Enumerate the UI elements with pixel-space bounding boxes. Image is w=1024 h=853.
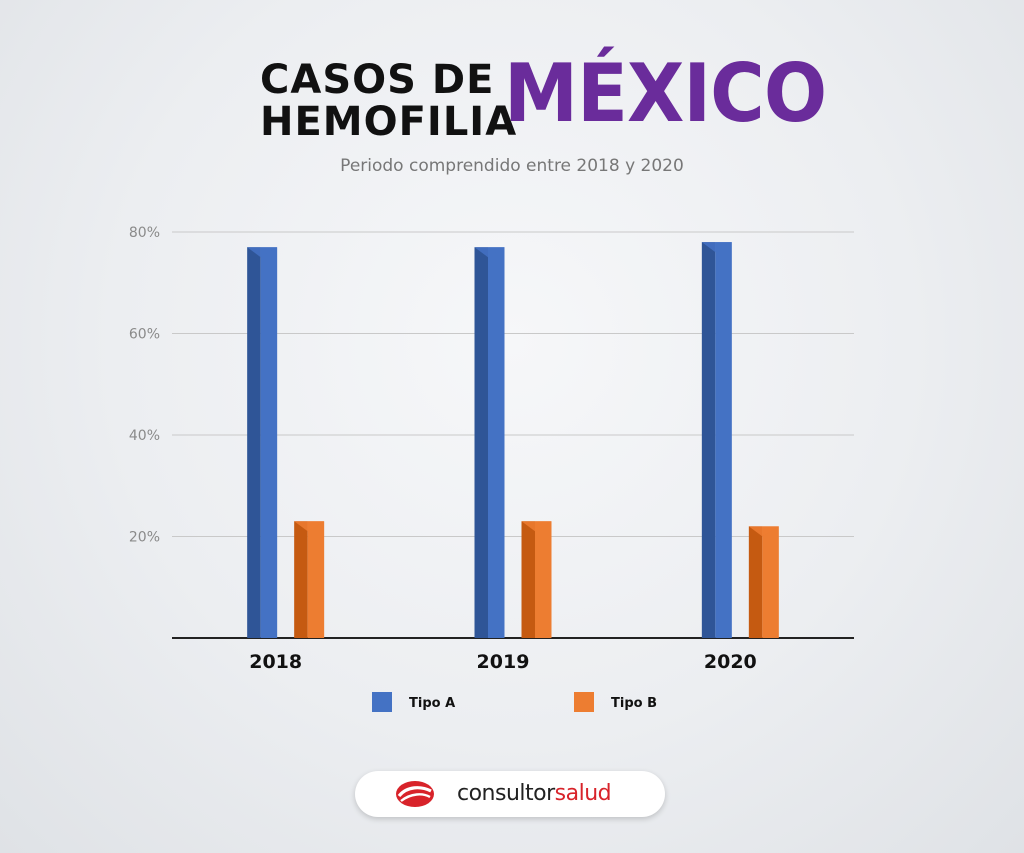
y-tick-label-60: 60%	[129, 327, 160, 343]
bar-tipo-b-2019	[521, 521, 552, 638]
title-line-1: CASOS DE	[260, 57, 495, 103]
bar-tipo-b-2018	[294, 521, 325, 638]
legend-swatch-tipo-b	[574, 692, 594, 712]
title-country: MÉXICO	[504, 47, 827, 140]
y-tick-label-80: 80%	[129, 225, 160, 241]
bar-tipo-a-2020	[701, 242, 732, 638]
consultorsalud-logo-icon	[396, 781, 434, 807]
bar-chart: 20% 40% 60% 80% 2018 2019 2020 Tipo A Tipo B	[129, 225, 854, 712]
y-tick-label-20: 20%	[129, 530, 160, 546]
legend-label-tipo-a: Tipo A	[409, 696, 455, 711]
y-tick-label-40: 40%	[129, 428, 160, 444]
bar-tipo-a-2018	[247, 247, 278, 638]
bar-tipo-b-2020	[748, 526, 779, 638]
bar-tipo-a-2019	[474, 247, 505, 638]
brand-name: consultorsalud	[457, 781, 612, 807]
legend-label-tipo-b: Tipo B	[611, 696, 657, 711]
chart-subtitle: Periodo comprendido entre 2018 y 2020	[340, 156, 684, 176]
legend-swatch-tipo-a	[372, 692, 392, 712]
x-tick-label-2019: 2019	[477, 651, 530, 673]
brand-logo[interactable]: consultorsalud	[355, 771, 665, 817]
x-tick-label-2018: 2018	[249, 651, 302, 673]
brand-name-part1: consultor	[457, 781, 555, 806]
x-tick-label-2020: 2020	[704, 651, 757, 673]
title-line-2: HEMOFILIA	[260, 99, 518, 145]
title-block: CASOS DE HEMOFILIA MÉXICO Periodo compre…	[0, 0, 1024, 200]
brand-name-part2: salud	[554, 781, 612, 806]
